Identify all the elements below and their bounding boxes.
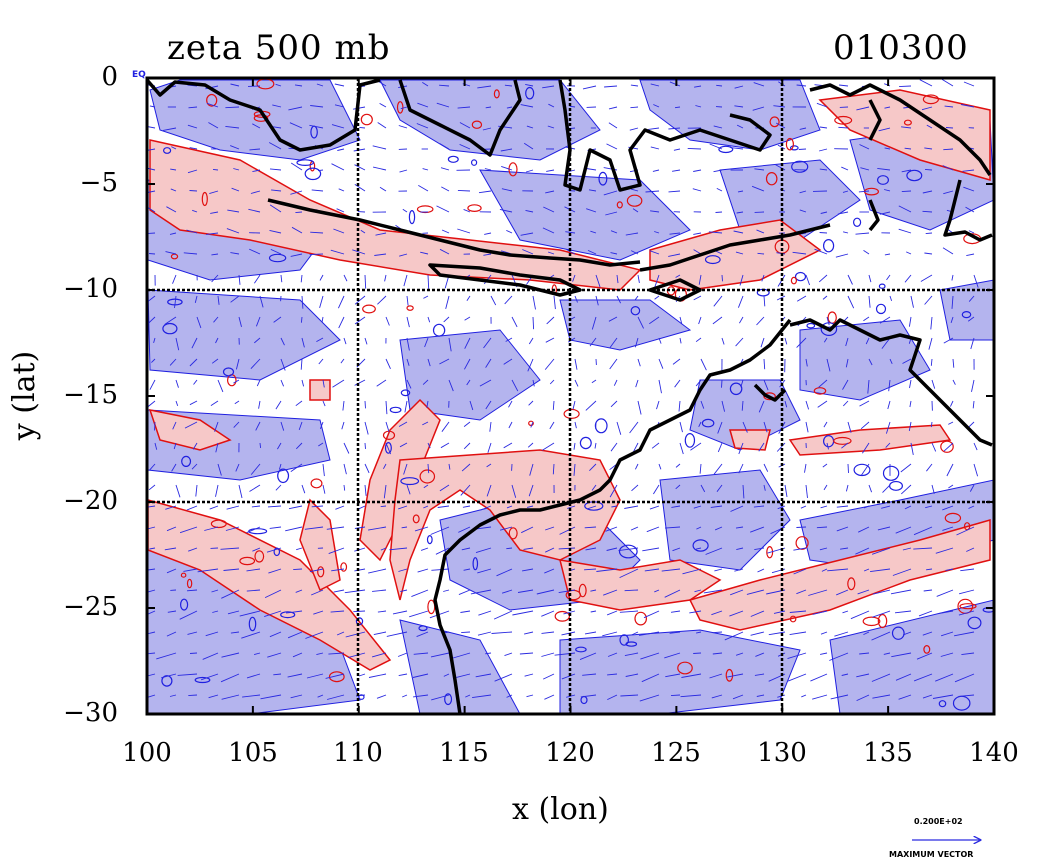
y-tick-1: −5 [79, 168, 118, 198]
plot-date: 010300 [833, 28, 969, 68]
y-axis-label: y (lat) [7, 350, 43, 441]
x-tick-130: 130 [757, 738, 807, 768]
y-tick-0: 0 [101, 62, 118, 92]
y-tick-5: −25 [63, 592, 118, 622]
equator-label: EQ [132, 70, 146, 80]
wind-vectors [147, 78, 979, 702]
grid-lines [147, 78, 994, 714]
x-tick-120: 120 [545, 738, 595, 768]
max-vector-caption: MAXIMUM VECTOR [889, 850, 974, 859]
tick-marks [146, 77, 995, 715]
coastlines [147, 78, 993, 714]
y-tick-2: −10 [63, 274, 118, 304]
max-vector-value: 0.200E+02 [914, 817, 963, 826]
x-axis-label: x (lon) [512, 792, 609, 827]
y-tick-3: −15 [63, 380, 118, 410]
y-tick-4: −20 [63, 486, 118, 516]
x-tick-135: 135 [863, 738, 913, 768]
negative-vorticity-regions [147, 79, 994, 714]
x-tick-140: 140 [969, 738, 1019, 768]
y-tick-6: −30 [63, 698, 118, 728]
x-tick-110: 110 [333, 738, 383, 768]
x-tick-115: 115 [439, 738, 489, 768]
x-tick-105: 105 [228, 738, 278, 768]
x-tick-125: 125 [651, 738, 701, 768]
plot-title: zeta 500 mb [167, 28, 391, 68]
x-tick-100: 100 [122, 738, 172, 768]
